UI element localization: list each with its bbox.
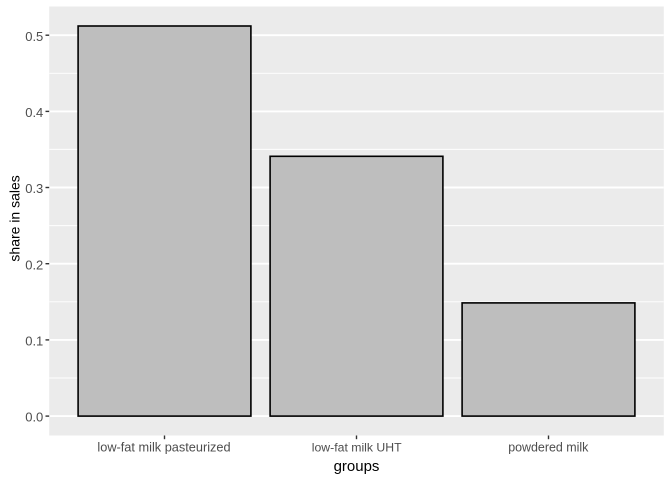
- svg-text:groups: groups: [334, 458, 380, 475]
- svg-text:powdered milk: powdered milk: [508, 441, 589, 455]
- svg-text:low-fat milk pasteurized: low-fat milk pasteurized: [97, 440, 230, 455]
- svg-text:0.4: 0.4: [25, 105, 43, 120]
- svg-text:0.3: 0.3: [25, 181, 43, 196]
- svg-text:0.0: 0.0: [25, 410, 43, 425]
- svg-text:low-fat milk UHT: low-fat milk UHT: [312, 441, 402, 455]
- svg-text:0.1: 0.1: [25, 334, 43, 349]
- svg-text:share in sales: share in sales: [7, 175, 23, 261]
- svg-text:0.2: 0.2: [25, 257, 43, 272]
- svg-text:0.5: 0.5: [25, 29, 43, 44]
